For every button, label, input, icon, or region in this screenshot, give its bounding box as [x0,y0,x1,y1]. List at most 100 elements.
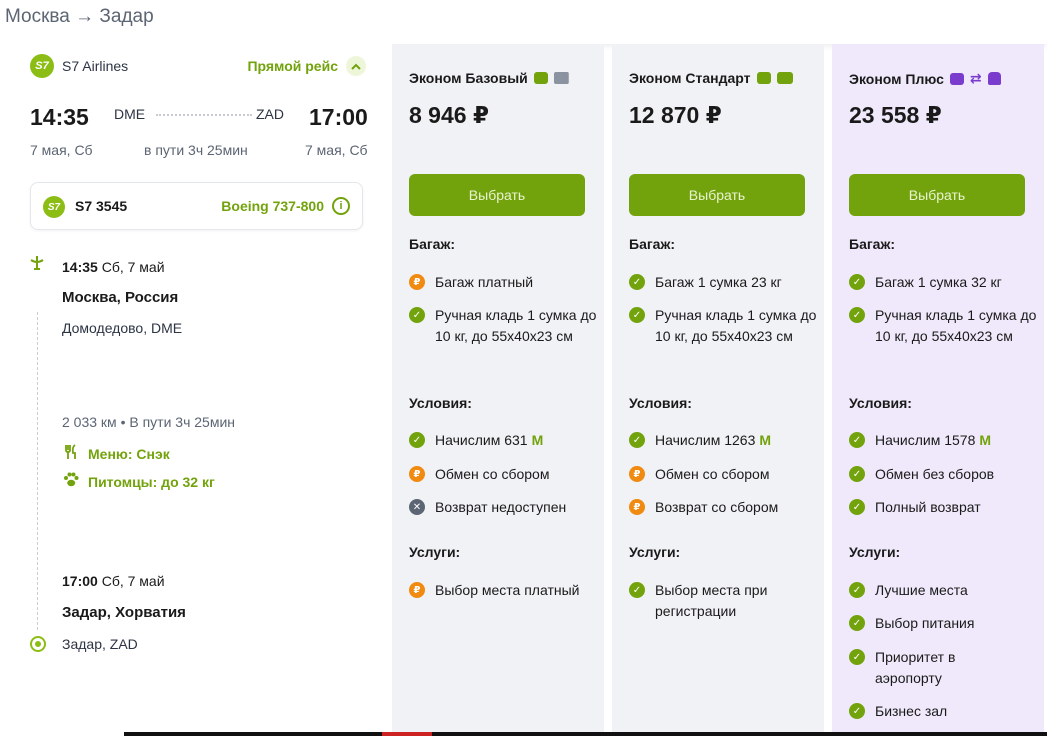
direct-flight-toggle[interactable]: Прямой рейс [247,56,366,76]
baggage-item: ✓ Ручная кладь 1 сумка до 10 кг, до 55х40… [409,305,599,347]
baggage-heading: Багаж: [849,236,896,252]
condition-item: ₽ Возврат со сбором [629,497,819,518]
airline-name: S7 Airlines [62,58,129,74]
arrive-date: 7 мая, Сб [305,142,368,158]
timeline-depart-city: Москва, Россия [62,289,179,306]
exchange-arrows-icon: ⇄ [969,70,982,86]
check-icon: ✓ [849,703,865,719]
service-item: ₽ Выбор места платный [409,580,599,601]
timeline-depart-airport: Домодедово, DME [62,320,183,336]
check-icon: ✓ [849,582,865,598]
timeline-arrive-time: 17:00 Сб, 7 май [62,573,165,589]
timeline-meta: 2 033 км • В пути 3ч 25мин [62,414,236,430]
service-item: ✓ Бизнес зал [849,701,1039,722]
check-icon: ✓ [849,499,865,515]
check-icon: ✓ [849,466,865,482]
cutlery-icon [62,444,80,464]
check-icon: ✓ [629,582,645,598]
depart-time: 14:35 [30,104,89,130]
direct-flight-label: Прямой рейс [247,58,338,74]
fare-price: 8 946 ₽ [409,102,489,128]
destination-pin-icon [30,636,46,652]
timeline-depart-time: 14:35 Сб, 7 май [62,259,165,275]
services-heading: Услуги: [849,544,901,560]
condition-item: ✓ Начислим 631 M [409,430,599,451]
services-heading: Услуги: [409,544,461,560]
aircraft-type: Boeing 737-800 [221,198,324,214]
hand-luggage-icon [756,72,771,84]
condition-item: ✕ Возврат недоступен [409,497,599,518]
service-item: ✓ Выбор места при регистрации [629,580,819,622]
s7-logo-icon: S7 [30,54,54,78]
check-icon: ✓ [849,432,865,448]
flight-details-panel: S7 S7 Airlines Прямой рейс 14:35 DME ZAD… [0,44,392,736]
baggage-item: ✓ Багаж 1 сумка 32 кг [849,272,1039,293]
condition-item: ✓ Обмен без сборов [849,464,1039,485]
fare-column-basic: Эконом Базовый 8 946 ₽ Выбрать Багаж: ₽ Б… [392,44,604,736]
check-icon: ✓ [629,274,645,290]
s7-logo-icon: S7 [43,196,65,218]
condition-item: ✓ Начислим 1578 M [849,430,1039,451]
service-item: ✓ Выбор питания [849,613,1039,634]
paw-icon [62,472,80,491]
baggage-item: ✓ Багаж 1 сумка 23 кг [629,272,819,293]
check-icon: ✓ [849,307,865,323]
airline: S7 S7 Airlines [30,54,128,78]
chevron-up-icon[interactable] [346,56,366,76]
ruble-icon: ₽ [629,499,645,515]
conditions-heading: Условия: [409,395,472,411]
check-icon: ✓ [409,307,425,323]
select-fare-button[interactable]: Выбрать [629,174,805,216]
select-fare-button[interactable]: Выбрать [849,174,1025,216]
select-fare-button[interactable]: Выбрать [409,174,585,216]
ruble-icon: ₽ [629,466,645,482]
bottom-edge-accent [382,732,432,736]
check-icon: ✓ [409,432,425,448]
flight-duration: в пути 3ч 25мин [144,142,248,158]
info-icon[interactable]: i [332,197,350,215]
fare-price: 23 558 ₽ [849,102,942,128]
flight-number: S7 3545 [75,198,128,214]
fare-name: Эконом Плюс ⇄ [849,70,1001,87]
service-item: ✓ Приоритет в аэропорту [849,647,999,689]
ruble-icon: ₽ [409,582,425,598]
baggage-item: ₽ Багаж платный [409,272,599,293]
bottom-edge-bar [124,732,1047,736]
cross-icon: ✕ [409,499,425,515]
fare-column-plus: Эконом Плюс ⇄ 23 558 ₽ Выбрать Багаж: ✓ Б… [832,44,1044,736]
flight-card: S7 S7 3545 Boeing 737-800 i [30,182,363,230]
suitcase-icon [776,72,793,84]
miles-icon: M [759,432,772,448]
top-bar [0,0,1047,44]
arrive-code: ZAD [256,106,284,122]
depart-code: DME [114,106,146,122]
route-title: Москва → Задар [5,6,154,27]
condition-item: ✓ Полный возврат [849,497,1039,518]
check-icon: ✓ [849,274,865,290]
condition-item: ₽ Обмен со сбором [409,464,599,485]
services-heading: Услуги: [629,544,681,560]
baggage-heading: Багаж: [629,236,676,252]
baggage-heading: Багаж: [409,236,456,252]
baggage-item: ✓ Ручная кладь 1 сумка до 10 кг, до 55х40… [629,305,819,347]
timeline-line [37,312,38,630]
ruble-icon: ₽ [409,274,425,290]
miles-icon: M [979,432,992,448]
fare-price: 12 870 ₽ [629,102,722,128]
check-icon: ✓ [629,432,645,448]
menu-info: Меню: Снэк [62,444,170,464]
fare-name: Эконом Базовый [409,70,569,86]
depart-date: 7 мая, Сб [30,142,93,158]
ruble-icon: ₽ [409,466,425,482]
hand-luggage-icon [533,72,548,84]
condition-item: ✓ Начислим 1263 M [629,430,819,451]
takeoff-icon [28,254,46,277]
check-icon: ✓ [629,307,645,323]
fare-column-standard: Эконом Стандарт 12 870 ₽ Выбрать Багаж: … [612,44,824,736]
route-dotted-line [156,114,252,116]
seat-icon [987,72,1001,85]
conditions-heading: Условия: [629,395,692,411]
suitcase-icon [949,72,964,85]
arrive-time: 17:00 [309,104,368,130]
miles-icon: M [531,432,544,448]
